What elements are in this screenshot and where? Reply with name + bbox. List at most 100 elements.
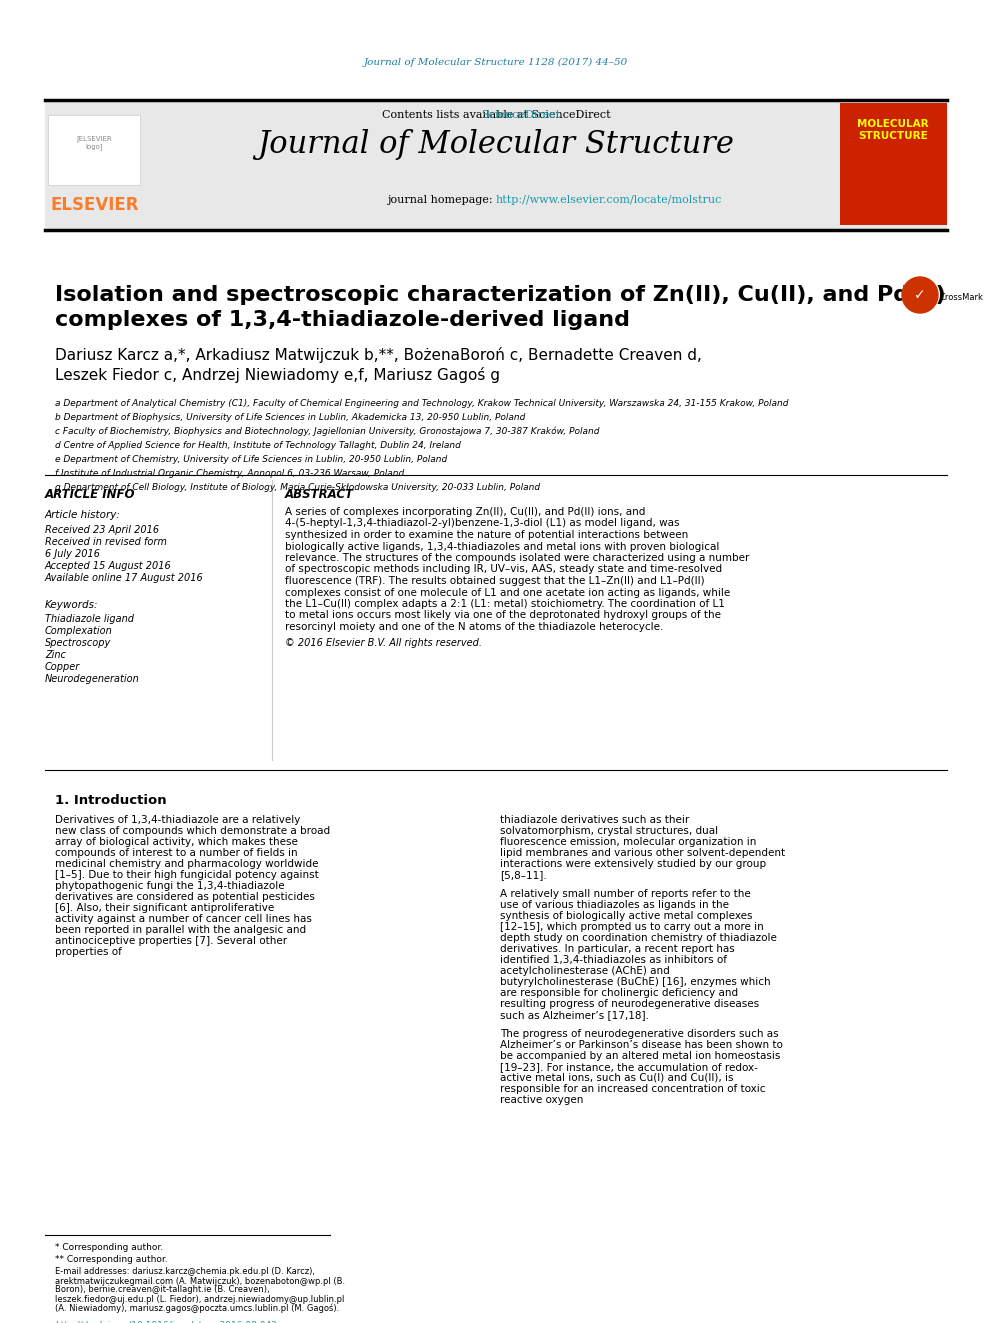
Text: resorcinyl moiety and one of the N atoms of the thiadiazole heterocycle.: resorcinyl moiety and one of the N atoms… xyxy=(285,622,664,632)
Text: such as Alzheimer’s [17,18].: such as Alzheimer’s [17,18]. xyxy=(500,1009,649,1020)
Text: identified 1,3,4-thiadiazoles as inhibitors of: identified 1,3,4-thiadiazoles as inhibit… xyxy=(500,955,727,964)
Text: Copper: Copper xyxy=(45,662,80,672)
Text: a Department of Analytical Chemistry (C1), Faculty of Chemical Engineering and T: a Department of Analytical Chemistry (C1… xyxy=(55,398,789,407)
Circle shape xyxy=(902,277,938,314)
Text: * Corresponding author.: * Corresponding author. xyxy=(55,1244,163,1253)
Text: reactive oxygen: reactive oxygen xyxy=(500,1095,583,1105)
Text: complexes of 1,3,4-thiadiazole-derived ligand: complexes of 1,3,4-thiadiazole-derived l… xyxy=(55,310,630,329)
Text: [19–23]. For instance, the accumulation of redox-: [19–23]. For instance, the accumulation … xyxy=(500,1062,758,1072)
Text: derivatives are considered as potential pesticides: derivatives are considered as potential … xyxy=(55,892,314,902)
Text: thiadiazole derivatives such as their: thiadiazole derivatives such as their xyxy=(500,815,689,826)
Text: acetylcholinesterase (AChE) and: acetylcholinesterase (AChE) and xyxy=(500,966,670,976)
Text: be accompanied by an altered metal ion homeostasis: be accompanied by an altered metal ion h… xyxy=(500,1050,781,1061)
Text: Derivatives of 1,3,4-thiadiazole are a relatively: Derivatives of 1,3,4-thiadiazole are a r… xyxy=(55,815,301,826)
Text: butyrylcholinesterase (BuChE) [16], enzymes which: butyrylcholinesterase (BuChE) [16], enzy… xyxy=(500,976,771,987)
Text: Accepted 15 August 2016: Accepted 15 August 2016 xyxy=(45,561,172,572)
Text: use of various thiadiazoles as ligands in the: use of various thiadiazoles as ligands i… xyxy=(500,900,729,910)
Text: synthesis of biologically active metal complexes: synthesis of biologically active metal c… xyxy=(500,912,753,921)
Text: fluorescence (TRF). The results obtained suggest that the L1–Zn(II) and L1–Pd(II: fluorescence (TRF). The results obtained… xyxy=(285,576,704,586)
Text: resulting progress of neurodegenerative diseases: resulting progress of neurodegenerative … xyxy=(500,999,759,1009)
Text: to metal ions occurs most likely via one of the deprotonated hydroxyl groups of : to metal ions occurs most likely via one… xyxy=(285,610,721,620)
Text: derivatives. In particular, a recent report has: derivatives. In particular, a recent rep… xyxy=(500,945,735,954)
Text: Neurodegeneration: Neurodegeneration xyxy=(45,673,140,684)
Text: been reported in parallel with the analgesic and: been reported in parallel with the analg… xyxy=(55,925,307,935)
Text: fluorescence emission, molecular organization in: fluorescence emission, molecular organiz… xyxy=(500,837,756,847)
Text: ABSTRACT: ABSTRACT xyxy=(285,488,354,501)
Text: g Department of Cell Biology, Institute of Biology, Maria Curie-Skłodowska Unive: g Department of Cell Biology, Institute … xyxy=(55,483,540,492)
Text: array of biological activity, which makes these: array of biological activity, which make… xyxy=(55,837,298,847)
Text: arektmatwijczukegmail.com (A. Matwijczuk), bozenaboton@wp.pl (B.: arektmatwijczukegmail.com (A. Matwijczuk… xyxy=(55,1277,345,1286)
Text: new class of compounds which demonstrate a broad: new class of compounds which demonstrate… xyxy=(55,826,330,836)
Text: Boron), bernie.creaven@it-tallaght.ie (B. Creaven),: Boron), bernie.creaven@it-tallaght.ie (B… xyxy=(55,1286,270,1294)
Text: Received 23 April 2016: Received 23 April 2016 xyxy=(45,525,159,534)
Text: interactions were extensively studied by our group: interactions were extensively studied by… xyxy=(500,859,766,869)
Text: E-mail addresses: dariusz.karcz@chemia.pk.edu.pl (D. Karcz),: E-mail addresses: dariusz.karcz@chemia.p… xyxy=(55,1267,315,1277)
Text: 1. Introduction: 1. Introduction xyxy=(55,794,167,807)
Text: ✓: ✓ xyxy=(915,288,926,302)
Text: d Centre of Applied Science for Health, Institute of Technology Tallaght, Dublin: d Centre of Applied Science for Health, … xyxy=(55,441,461,450)
Text: active metal ions, such as Cu(I) and Cu(II), is: active metal ions, such as Cu(I) and Cu(… xyxy=(500,1073,733,1084)
Text: compounds of interest to a number of fields in: compounds of interest to a number of fie… xyxy=(55,848,298,859)
Text: http://www.elsevier.com/locate/molstruc: http://www.elsevier.com/locate/molstruc xyxy=(496,194,722,205)
Bar xyxy=(45,101,947,230)
Text: f Institute of Industrial Organic Chemistry, Annopol 6, 03-236 Warsaw, Poland: f Institute of Industrial Organic Chemis… xyxy=(55,468,405,478)
Text: http://dx.doi.org/10.1016/j.molstruc.2016.08.042: http://dx.doi.org/10.1016/j.molstruc.201… xyxy=(55,1320,277,1323)
Text: Thiadiazole ligand: Thiadiazole ligand xyxy=(45,614,134,624)
Text: Journal of Molecular Structure: Journal of Molecular Structure xyxy=(258,130,734,160)
Text: [5,8–11].: [5,8–11]. xyxy=(500,871,547,880)
Text: Keywords:: Keywords: xyxy=(45,601,98,610)
Text: [1–5]. Due to their high fungicidal potency against: [1–5]. Due to their high fungicidal pote… xyxy=(55,871,318,880)
Text: leszek.fiedor@uj.edu.pl (L. Fiedor), andrzej.niewiadomy@up.lublin.pl: leszek.fiedor@uj.edu.pl (L. Fiedor), and… xyxy=(55,1294,344,1303)
Text: Article history:: Article history: xyxy=(45,509,121,520)
Text: A series of complexes incorporating Zn(II), Cu(II), and Pd(II) ions, and: A series of complexes incorporating Zn(I… xyxy=(285,507,646,517)
Text: c Faculty of Biochemistry, Biophysics and Biotechnology, Jagiellonian University: c Faculty of Biochemistry, Biophysics an… xyxy=(55,426,599,435)
Text: A relatively small number of reports refer to the: A relatively small number of reports ref… xyxy=(500,889,751,900)
Text: Available online 17 August 2016: Available online 17 August 2016 xyxy=(45,573,203,583)
Text: the L1–Cu(II) complex adapts a 2:1 (L1: metal) stoichiometry. The coordination o: the L1–Cu(II) complex adapts a 2:1 (L1: … xyxy=(285,599,725,609)
Text: properties of: properties of xyxy=(55,947,122,957)
Text: [12–15], which prompted us to carry out a more in: [12–15], which prompted us to carry out … xyxy=(500,922,764,931)
Text: ** Corresponding author.: ** Corresponding author. xyxy=(55,1256,168,1265)
Text: ScienceDirect: ScienceDirect xyxy=(481,110,560,120)
Text: biologically active ligands, 1,3,4-thiadiazoles and metal ions with proven biolo: biologically active ligands, 1,3,4-thiad… xyxy=(285,541,719,552)
Text: b Department of Biophysics, University of Life Sciences in Lublin, Akademicka 13: b Department of Biophysics, University o… xyxy=(55,413,526,422)
Text: antinociceptive properties [7]. Several other: antinociceptive properties [7]. Several … xyxy=(55,935,287,946)
Bar xyxy=(48,115,140,185)
Text: Dariusz Karcz a,*, Arkadiusz Matwijczuk b,**, BożenaBoroń c, Bernadette Creaven : Dariusz Karcz a,*, Arkadiusz Matwijczuk … xyxy=(55,347,702,363)
Text: Contents lists available at ScienceDirect: Contents lists available at ScienceDirec… xyxy=(382,110,610,120)
Text: MOLECULAR
STRUCTURE: MOLECULAR STRUCTURE xyxy=(857,119,929,140)
Text: complexes consist of one molecule of L1 and one acetate ion acting as ligands, w: complexes consist of one molecule of L1 … xyxy=(285,587,730,598)
Text: CrossMark: CrossMark xyxy=(940,294,984,303)
Text: 6 July 2016: 6 July 2016 xyxy=(45,549,100,560)
Text: journal homepage:: journal homepage: xyxy=(387,194,496,205)
Text: 4-(5-heptyl-1,3,4-thiadiazol-2-yl)benzene-1,3-diol (L1) as model ligand, was: 4-(5-heptyl-1,3,4-thiadiazol-2-yl)benzen… xyxy=(285,519,680,528)
Text: Zinc: Zinc xyxy=(45,650,65,660)
Text: solvatomorphism, crystal structures, dual: solvatomorphism, crystal structures, dua… xyxy=(500,826,718,836)
Text: responsible for an increased concentration of toxic: responsible for an increased concentrati… xyxy=(500,1084,766,1094)
Text: relevance. The structures of the compounds isolated were characterized using a n: relevance. The structures of the compoun… xyxy=(285,553,749,564)
Text: © 2016 Elsevier B.V. All rights reserved.: © 2016 Elsevier B.V. All rights reserved… xyxy=(285,639,482,648)
Text: (A. Niewiadomy), mariusz.gagos@poczta.umcs.lublin.pl (M. Gagoś).: (A. Niewiadomy), mariusz.gagos@poczta.um… xyxy=(55,1303,339,1312)
Text: phytopathogenic fungi the 1,3,4-thiadiazole: phytopathogenic fungi the 1,3,4-thiadiaz… xyxy=(55,881,285,890)
Text: synthesized in order to examine the nature of potential interactions between: synthesized in order to examine the natu… xyxy=(285,531,688,540)
Text: activity against a number of cancer cell lines has: activity against a number of cancer cell… xyxy=(55,914,311,923)
Text: Alzheimer’s or Parkinson’s disease has been shown to: Alzheimer’s or Parkinson’s disease has b… xyxy=(500,1040,783,1050)
Bar xyxy=(840,103,947,225)
Text: Spectroscopy: Spectroscopy xyxy=(45,638,111,648)
Text: Complexation: Complexation xyxy=(45,626,113,636)
Text: depth study on coordination chemistry of thiadiazole: depth study on coordination chemistry of… xyxy=(500,933,777,943)
Text: [6]. Also, their significant antiproliferative: [6]. Also, their significant antiprolife… xyxy=(55,904,274,913)
Text: Journal of Molecular Structure 1128 (2017) 44–50: Journal of Molecular Structure 1128 (201… xyxy=(364,57,628,66)
Text: ELSEVIER: ELSEVIER xyxy=(51,196,139,214)
Text: [ELSEVIER
logo]: [ELSEVIER logo] xyxy=(76,136,112,151)
Text: Leszek Fiedor c, Andrzej Niewiadomy e,f, Mariusz Gagoś g: Leszek Fiedor c, Andrzej Niewiadomy e,f,… xyxy=(55,366,500,382)
Text: Isolation and spectroscopic characterization of Zn(II), Cu(II), and Pd(II): Isolation and spectroscopic characteriza… xyxy=(55,284,945,306)
Text: of spectroscopic methods including IR, UV–vis, AAS, steady state and time-resolv: of spectroscopic methods including IR, U… xyxy=(285,565,722,574)
Text: medicinal chemistry and pharmacology worldwide: medicinal chemistry and pharmacology wor… xyxy=(55,859,318,869)
Text: The progress of neurodegenerative disorders such as: The progress of neurodegenerative disord… xyxy=(500,1029,779,1039)
Text: lipid membranes and various other solvent-dependent: lipid membranes and various other solven… xyxy=(500,848,785,859)
Text: are responsible for cholinergic deficiency and: are responsible for cholinergic deficien… xyxy=(500,988,738,998)
Text: ARTICLE INFO: ARTICLE INFO xyxy=(45,488,136,501)
Text: Received in revised form: Received in revised form xyxy=(45,537,167,546)
Text: e Department of Chemistry, University of Life Sciences in Lublin, 20-950 Lublin,: e Department of Chemistry, University of… xyxy=(55,455,447,463)
